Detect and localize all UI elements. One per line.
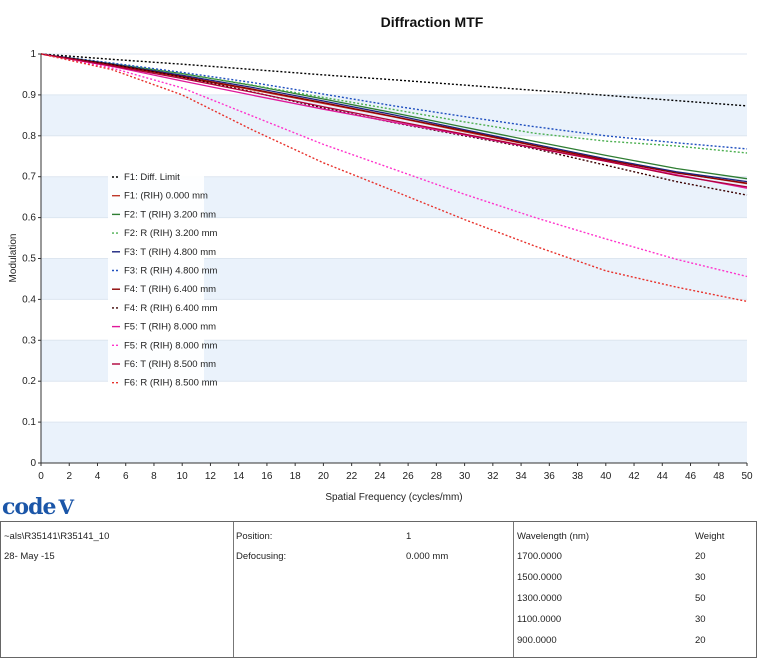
x-tick-label: 12 (205, 471, 217, 482)
legend-entry: F4: R (RIH) 6.400 mm (124, 303, 218, 314)
legend-entry: F2: R (RIH) 3.200 mm (124, 228, 218, 239)
position-value: 1 (406, 531, 412, 542)
weight-value: 20 (695, 635, 706, 646)
x-tick-label: 20 (318, 471, 330, 482)
y-tick-label: 0.5 (22, 254, 36, 265)
y-tick-label: 0.2 (22, 376, 36, 387)
y-tick-label: 0.6 (22, 213, 36, 224)
legend-entry: F1: (RIH) 0.000 mm (124, 191, 208, 202)
x-tick-label: 48 (713, 471, 725, 482)
legend-entry: F2: T (RIH) 3.200 mm (124, 209, 216, 220)
logo-text: code (2, 494, 56, 520)
y-tick-label: 0.8 (22, 131, 36, 142)
legend-entry: F1: Diff. Limit (124, 172, 180, 183)
legend-entry: F3: T (RIH) 4.800 mm (124, 247, 216, 258)
x-tick-label: 22 (346, 471, 358, 482)
grid-band (41, 422, 747, 463)
legend-entry: F4: T (RIH) 6.400 mm (124, 284, 216, 295)
defocusing-label: Defocusing: (236, 551, 287, 562)
file-path: ~als\R35141\R35141_10 (4, 531, 110, 542)
legend-entry: F6: T (RIH) 8.500 mm (124, 359, 216, 370)
x-tick-label: 18 (290, 471, 302, 482)
weight-value: 30 (695, 614, 706, 625)
logo-mark: V (58, 495, 74, 519)
wavelength-value: 1500.0000 (517, 572, 562, 583)
x-tick-label: 28 (431, 471, 443, 482)
file-date: 28- May -15 (4, 551, 55, 562)
y-tick-label: 1 (30, 49, 36, 60)
wavelength-column: Wavelength (nm) Weight 1700.0000 20 1500.0… (513, 522, 756, 657)
series-lines (40, 53, 748, 303)
x-tick-label: 4 (95, 471, 101, 482)
series-line-10 (40, 53, 748, 188)
x-tick-label: 44 (657, 471, 669, 482)
y-tick-label: 0.7 (22, 172, 36, 183)
series-line-9 (40, 53, 748, 278)
series-line-0 (40, 53, 748, 107)
position-label: Position: (236, 531, 273, 542)
wavelength-value: 1300.0000 (517, 593, 562, 604)
y-tick-label: 0.9 (22, 90, 36, 101)
legend-entry: F5: T (RIH) 8.000 mm (124, 322, 216, 333)
wavelength-value: 1700.0000 (517, 551, 562, 562)
x-tick-label: 50 (741, 471, 753, 482)
x-tick-label: 14 (233, 471, 245, 482)
y-tick-labels: 0 0.1 0.2 0.3 0.4 0.5 0.6 0.7 0.8 0.9 1 (22, 49, 36, 469)
codev-logo: code V (2, 494, 74, 520)
x-tick-label: 36 (544, 471, 556, 482)
x-tick-labels: 0 2 4 6 8 10 12 14 16 18 20 22 24 26 28 30 32 34 36 38 40 42 4… (38, 471, 753, 482)
x-axis-label: Spatial Frequency (cycles/mm) (325, 492, 462, 503)
weight-header: Weight (695, 531, 725, 542)
series-line-6 (40, 53, 748, 184)
info-panel: ~als\R35141\R35141_10 28- May -15 Positi… (0, 521, 757, 658)
legend-entry: F5: R (RIH) 8.000 mm (124, 340, 218, 351)
weight-value: 20 (695, 551, 706, 562)
chart-title: Diffraction MTF (381, 14, 484, 30)
x-tick-label: 6 (123, 471, 129, 482)
file-info-column: ~als\R35141\R35141_10 28- May -15 (1, 522, 234, 657)
x-tick-label: 46 (685, 471, 697, 482)
series-line-11 (40, 53, 748, 303)
y-tick-label: 0.4 (22, 294, 36, 305)
defocusing-value: 0.000 mm (406, 551, 449, 562)
x-tick-label: 42 (628, 471, 640, 482)
series-line-2 (40, 53, 748, 180)
weight-value: 30 (695, 572, 706, 583)
y-tick-label: 0.3 (22, 335, 36, 346)
series-line-5 (40, 53, 748, 150)
x-tick-label: 10 (177, 471, 189, 482)
x-tick-label: 8 (151, 471, 157, 482)
position-column: Position: 1 Defocusing: 0.000 mm (233, 522, 514, 657)
x-tick-label: 2 (66, 471, 72, 482)
y-tick-label: 0 (30, 458, 36, 469)
legend-box (108, 170, 204, 399)
x-tick-label: 34 (516, 471, 528, 482)
x-tick-label: 40 (600, 471, 612, 482)
legend: F1: Diff. Limit F1: (RIH) 0.000 mm F2: T (… (108, 170, 218, 399)
legend-entry: F6: R (RIH) 8.500 mm (124, 378, 218, 389)
x-tick-label: 38 (572, 471, 584, 482)
mtf-chart: Diffraction MTF 0 2 4 6 8 10 12 14 16 18 20 22 24 26 2… (8, 14, 753, 503)
x-tick-label: 0 (38, 471, 44, 482)
series-line-4 (40, 53, 748, 183)
x-tick-label: 26 (403, 471, 415, 482)
wavelength-header: Wavelength (nm) (517, 531, 589, 542)
x-tick-label: 24 (374, 471, 386, 482)
wavelength-value: 1100.0000 (517, 614, 562, 625)
x-tick-label: 32 (487, 471, 499, 482)
x-tick-label: 30 (459, 471, 471, 482)
x-tick-label: 16 (261, 471, 273, 482)
axes (38, 53, 748, 466)
legend-entry: F3: R (RIH) 4.800 mm (124, 266, 218, 277)
wavelength-value: 900.0000 (517, 635, 557, 646)
weight-value: 50 (695, 593, 706, 604)
series-line-3 (40, 53, 748, 154)
y-tick-label: 0.1 (22, 417, 36, 428)
y-axis-label: Modulation (8, 234, 19, 283)
